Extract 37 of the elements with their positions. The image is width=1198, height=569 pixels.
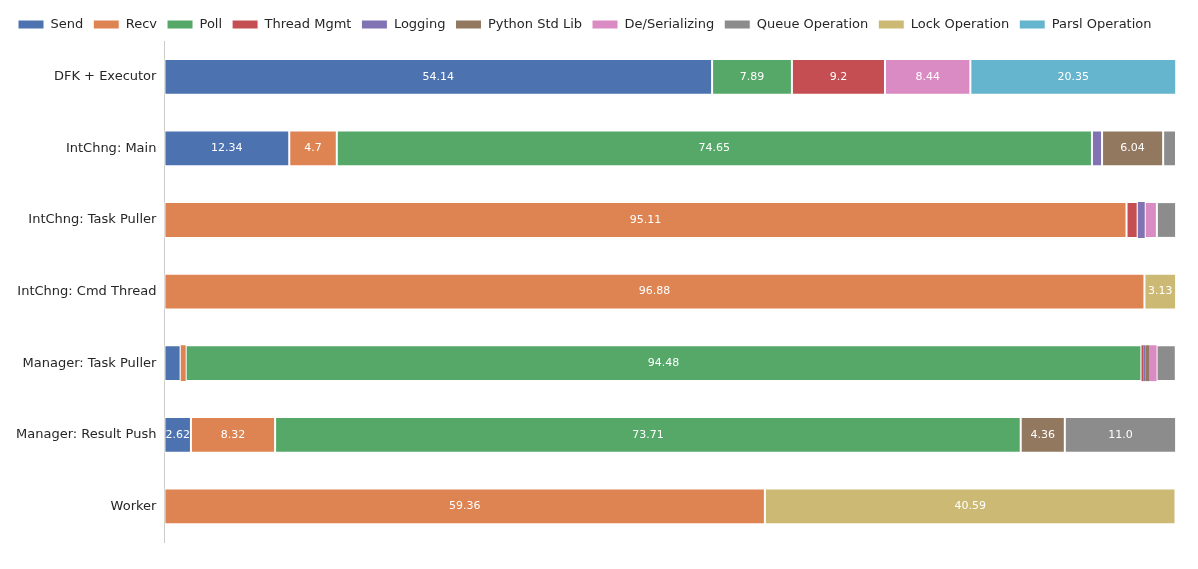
legend-label: Send (50, 15, 84, 31)
data-label: 94.48 (647, 356, 680, 370)
y-tick-label: IntChng: Cmd Thread (17, 282, 157, 298)
y-tick-label: IntChng: Task Puller (28, 211, 158, 227)
data-label: 2.62 (165, 427, 190, 441)
y-tick-label: Manager: Result Push (15, 426, 157, 442)
data-label: 11.0 (1108, 427, 1133, 441)
data-label: 20.35 (1057, 69, 1090, 83)
data-label: 73.71 (632, 427, 664, 441)
legend-label: De/Serializing (624, 15, 715, 31)
legend-label: Thread Mgmt (263, 15, 352, 31)
y-tick-label: Worker (110, 497, 158, 513)
y-tick-label: Manager: Task Puller (22, 354, 158, 370)
legend-label: Logging (393, 15, 446, 31)
data-label: 96.88 (638, 284, 671, 298)
legend-label: Recv (125, 15, 158, 31)
data-label: 59.36 (448, 499, 481, 513)
data-label: 40.59 (954, 499, 986, 513)
legend-label: Queue Operation (756, 15, 869, 31)
data-label: 4.36 (1030, 427, 1056, 441)
data-label: 8.32 (220, 427, 246, 441)
legend-label: Poll (199, 15, 223, 31)
data-label: 54.14 (422, 69, 455, 83)
legend-label: Parsl Operation (1051, 15, 1152, 31)
data-label: 3.13 (1148, 284, 1173, 298)
y-tick-label: DFK + Executor (53, 68, 158, 84)
data-label: 9.2 (829, 69, 848, 83)
data-label: 74.65 (698, 141, 731, 155)
data-label: 95.11 (629, 212, 662, 226)
data-label: 4.7 (304, 141, 322, 155)
data-label: 12.34 (211, 141, 243, 155)
y-tick-label: IntChng: Main (65, 139, 157, 155)
data-label: 7.89 (739, 69, 765, 83)
data-label: 8.44 (915, 69, 940, 83)
legend-label: Python Std Lib (487, 15, 583, 31)
legend-label: Lock Operation (910, 15, 1010, 31)
data-label: 6.04 (1120, 141, 1145, 155)
